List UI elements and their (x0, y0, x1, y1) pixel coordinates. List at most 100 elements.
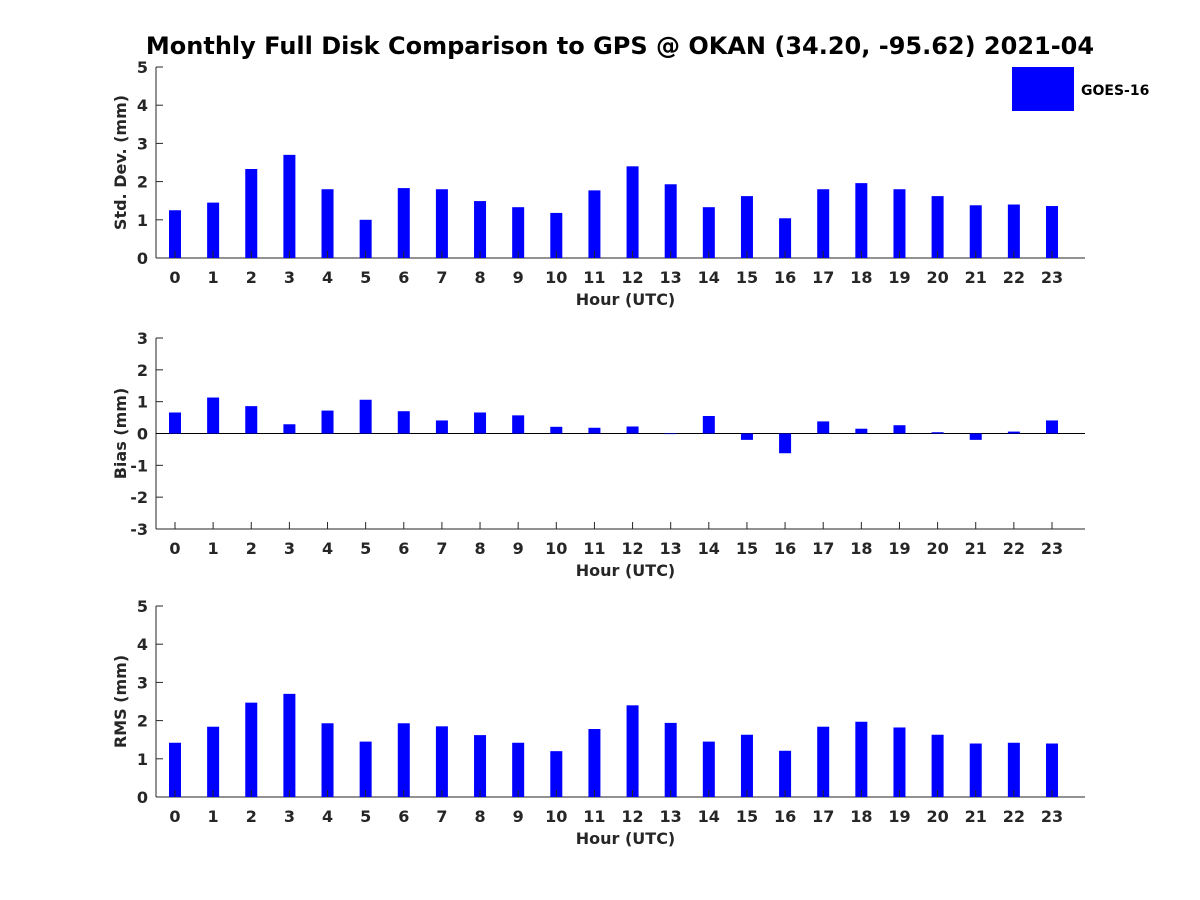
x-axis-label: Hour (UTC) (576, 290, 676, 309)
y-tick-label: 5 (137, 597, 148, 616)
x-tick-label: 1 (208, 539, 219, 558)
x-tick-label: 18 (850, 807, 872, 826)
x-tick-label: 17 (812, 268, 834, 287)
x-tick-label: 23 (1041, 807, 1063, 826)
y-tick-label: 1 (137, 750, 148, 769)
x-tick-label: 14 (698, 268, 720, 287)
bar (740, 734, 753, 797)
x-tick-label: 22 (1003, 268, 1025, 287)
x-tick-label: 3 (284, 807, 295, 826)
y-tick-label: 2 (137, 173, 148, 192)
x-tick-label: 21 (965, 807, 987, 826)
x-tick-label: 20 (926, 807, 948, 826)
x-tick-label: 5 (360, 268, 371, 287)
bar (893, 425, 906, 434)
x-tick-label: 0 (169, 268, 180, 287)
x-tick-label: 15 (736, 807, 758, 826)
bar (893, 189, 906, 258)
bar (474, 412, 487, 434)
x-tick-label: 17 (812, 807, 834, 826)
bar (512, 415, 525, 434)
x-tick-label: 1 (208, 807, 219, 826)
x-tick-label: 4 (322, 539, 333, 558)
bar (855, 721, 868, 797)
y-tick-label: -1 (130, 456, 148, 475)
bar (283, 424, 296, 434)
bar (893, 727, 906, 797)
bar (588, 190, 601, 258)
x-tick-label: 15 (736, 539, 758, 558)
bar (435, 420, 448, 434)
bar (435, 726, 448, 797)
y-tick-label: 3 (137, 673, 148, 692)
chart-title: Monthly Full Disk Comparison to GPS @ OK… (146, 32, 1094, 60)
bar (969, 743, 982, 797)
x-tick-label: 5 (360, 807, 371, 826)
bar (245, 702, 258, 797)
legend: GOES-16 (1012, 67, 1149, 111)
x-tick-label: 6 (398, 807, 409, 826)
bar (664, 184, 677, 258)
x-tick-label: 12 (621, 539, 643, 558)
x-tick-label: 11 (583, 539, 605, 558)
y-axis-label: Bias (mm) (111, 388, 130, 480)
bar (397, 411, 410, 434)
legend-label: GOES-16 (1081, 83, 1149, 99)
x-tick-label: 18 (850, 539, 872, 558)
bar (474, 201, 487, 258)
bar (474, 735, 487, 797)
x-tick-label: 21 (965, 268, 987, 287)
bar (245, 406, 258, 434)
legend-swatch (1012, 67, 1074, 111)
x-tick-label: 15 (736, 268, 758, 287)
x-tick-label: 8 (474, 807, 485, 826)
x-tick-label: 4 (322, 807, 333, 826)
bar (855, 428, 868, 434)
bar (817, 189, 830, 258)
bar (702, 207, 715, 258)
bar (359, 399, 372, 434)
bar (969, 205, 982, 258)
y-tick-label: 3 (137, 134, 148, 153)
x-tick-label: 5 (360, 539, 371, 558)
bar (1045, 420, 1058, 434)
x-tick-label: 21 (965, 539, 987, 558)
x-tick-label: 23 (1041, 268, 1063, 287)
y-tick-label: 5 (137, 58, 148, 77)
x-tick-label: 7 (436, 268, 447, 287)
x-tick-label: 13 (660, 268, 682, 287)
x-tick-label: 8 (474, 539, 485, 558)
x-tick-label: 23 (1041, 539, 1063, 558)
bar (702, 741, 715, 797)
x-tick-label: 9 (513, 807, 524, 826)
bar (1007, 431, 1020, 434)
bar (1045, 743, 1058, 797)
bar (779, 218, 792, 258)
x-tick-label: 11 (583, 268, 605, 287)
bar (817, 421, 830, 434)
y-tick-label: 4 (137, 96, 148, 115)
x-tick-label: 3 (284, 268, 295, 287)
bar (931, 196, 944, 258)
bar (512, 742, 525, 797)
bar (321, 410, 334, 434)
x-tick-label: 6 (398, 268, 409, 287)
y-tick-label: 0 (137, 249, 148, 268)
x-tick-label: 7 (436, 539, 447, 558)
x-tick-label: 14 (698, 539, 720, 558)
bar (931, 734, 944, 797)
bar (588, 729, 601, 797)
y-axis-label: RMS (mm) (111, 655, 130, 748)
x-tick-label: 19 (888, 539, 910, 558)
bar (321, 723, 334, 797)
y-tick-label: 0 (137, 425, 148, 444)
bar (626, 426, 639, 434)
x-tick-label: 16 (774, 539, 796, 558)
bar (626, 166, 639, 258)
y-tick-label: 0 (137, 788, 148, 807)
x-tick-label: 17 (812, 539, 834, 558)
x-tick-label: 13 (660, 807, 682, 826)
y-tick-label: 2 (137, 361, 148, 380)
x-tick-label: 6 (398, 539, 409, 558)
